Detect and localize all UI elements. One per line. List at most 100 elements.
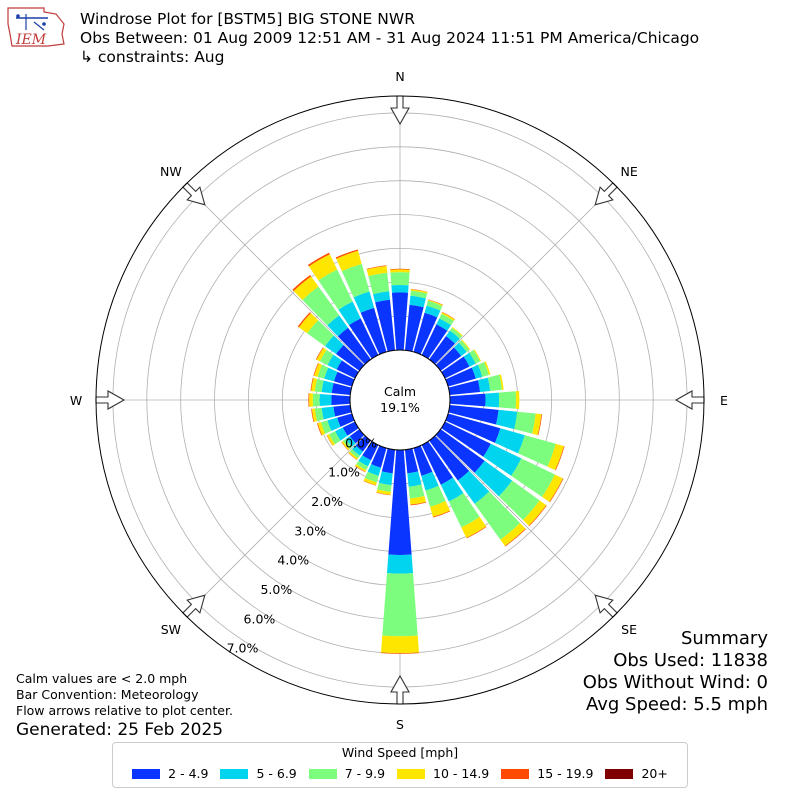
- windrose-bar-segment: [364, 471, 379, 483]
- windrose-bars: [292, 249, 565, 654]
- windrose-bar-segment: [319, 349, 334, 366]
- windrose-bar-segment: [327, 354, 342, 370]
- windrose-bar-segment: [356, 460, 369, 471]
- legend-label: 15 - 19.9: [537, 766, 594, 781]
- windrose-bar-segment: [474, 460, 513, 497]
- legend-swatch: [308, 768, 337, 779]
- windrose-bar-segment: [429, 336, 456, 365]
- windrose-bar-segment: [426, 300, 443, 311]
- radial-tick-label: 4.0%: [277, 553, 309, 568]
- windrose-bar-segment: [324, 367, 338, 382]
- grid-spoke: [435, 435, 616, 616]
- windrose-bar-segment: [448, 380, 481, 396]
- title-block: Windrose Plot for [BSTM5] BIG STONE NWR …: [80, 10, 699, 67]
- direction-label: SW: [161, 622, 181, 637]
- radial-tick-label: 6.0%: [244, 611, 276, 626]
- windrose-bar-segment: [432, 510, 451, 518]
- windrose-bar-segment: [311, 408, 318, 422]
- windrose-bar-segment: [547, 443, 564, 471]
- obs-without-wind: Obs Without Wind: 0: [582, 672, 768, 693]
- windrose-bar-segment: [477, 377, 491, 393]
- legend-item: 5 - 6.9: [220, 766, 297, 781]
- calm-value: 19.1%: [380, 400, 420, 415]
- windrose-bar-segment: [528, 505, 547, 527]
- windrose-bar-segment: [381, 635, 419, 654]
- windrose-bar-segment: [293, 276, 319, 300]
- direction-label: NW: [160, 164, 182, 179]
- windrose-bar-segment: [532, 413, 542, 436]
- legend-swatch: [397, 768, 426, 779]
- flow-arrow-icon: [594, 594, 618, 618]
- windrose-bar-segment: [498, 480, 540, 521]
- windrose-bar-segment: [352, 445, 363, 456]
- windrose-bar-segment: [314, 407, 324, 422]
- windrose-bar-segment: [321, 406, 336, 420]
- windrose-bar-segment: [410, 501, 427, 506]
- windrose-bar-segment: [333, 404, 352, 417]
- windrose-bar-segment: [494, 428, 525, 454]
- windrose-bar-segment: [518, 435, 556, 467]
- flow-arrow-icon: [390, 95, 410, 126]
- constraints: ↳ constraints: Aug: [80, 48, 225, 66]
- calm-note: Calm values are < 2.0 mph: [16, 671, 188, 686]
- windrose-bar-segment: [329, 431, 341, 445]
- radial-tick-labels: 0.0% 1.0% 2.0% 3.0% 4.0% 5.0% 6.0% 7.0%: [227, 435, 377, 655]
- windrose-bar-segment: [421, 471, 439, 491]
- windrose-bar-segment: [424, 305, 441, 318]
- legend-swatch: [605, 768, 634, 779]
- summary-block: Summary Obs Used: 11838 Obs Without Wind…: [583, 628, 768, 716]
- legend-item: 15 - 19.9: [501, 766, 593, 781]
- legend-swatch: [501, 768, 530, 779]
- flow-arrows: [95, 95, 705, 705]
- windrose-bar-segment: [445, 413, 501, 443]
- calm-label: Calm: [384, 384, 416, 399]
- windrose-bar-segment: [390, 268, 410, 270]
- iem-logo-text: IEM: [15, 32, 47, 48]
- windrose-bar-segment: [308, 254, 338, 281]
- direction-label: NE: [620, 164, 637, 179]
- windrose-bar-segment: [375, 299, 396, 352]
- windrose-bar-segment: [378, 471, 393, 486]
- windrose-bar-segment: [413, 312, 438, 355]
- windrose-bar-segment: [515, 391, 520, 409]
- legend-item: 2 - 4.9: [132, 766, 208, 781]
- windrose-bar-segment: [428, 299, 444, 306]
- windrose-bar-segment: [320, 420, 332, 434]
- windrose-bar-segment: [348, 451, 358, 460]
- windrose-bar-segment: [469, 349, 481, 364]
- windrose-bar-segment: [360, 307, 387, 355]
- radial-tick-label: 7.0%: [227, 641, 259, 656]
- direction-label: S: [396, 717, 404, 732]
- windrose-bar-segment: [421, 324, 448, 359]
- legend-items: 2 - 4.9 5 - 6.9 7 - 9.9 10 - 14.9 15 - 1…: [113, 766, 687, 781]
- windrose-bar-segment: [326, 435, 333, 446]
- windrose-bar-segment: [439, 313, 454, 326]
- legend-label: 10 - 14.9: [433, 766, 490, 781]
- flow-note: Flow arrows relative to plot center.: [16, 703, 233, 718]
- obs-between: Obs Between: 01 Aug 2009 12:51 AM - 31 A…: [80, 29, 700, 47]
- windrose-bar-segment: [307, 320, 334, 347]
- windrose-bar-segment: [373, 291, 390, 303]
- windrose-bar-segment: [376, 489, 391, 495]
- windrose-bar-segment: [318, 269, 353, 310]
- outer-frame: [95, 95, 705, 705]
- radial-tick-label: 3.0%: [294, 523, 326, 538]
- windrose-bar-segment: [461, 339, 471, 351]
- windrose-bar-segment: [354, 465, 366, 473]
- grid-spoke: [435, 184, 616, 365]
- windrose-bar-segment: [463, 352, 476, 367]
- windrose-bar-segment: [474, 491, 521, 540]
- flow-arrow-icon: [674, 390, 705, 410]
- windrose-bar-segment: [381, 448, 396, 474]
- windrose-bar-segment: [435, 429, 485, 473]
- windrose-bar-segment: [441, 356, 470, 379]
- windrose-bar-segment: [297, 312, 311, 328]
- windrose-bar-segment: [441, 312, 455, 321]
- windrose-bar-segment: [404, 448, 419, 474]
- windrose-bar-segment: [388, 449, 412, 555]
- windrose-bar-segment: [496, 409, 518, 430]
- windrose-bar-segment: [430, 501, 450, 517]
- windrose-bar-segment: [309, 393, 313, 407]
- windrose-bar-segment: [335, 427, 348, 441]
